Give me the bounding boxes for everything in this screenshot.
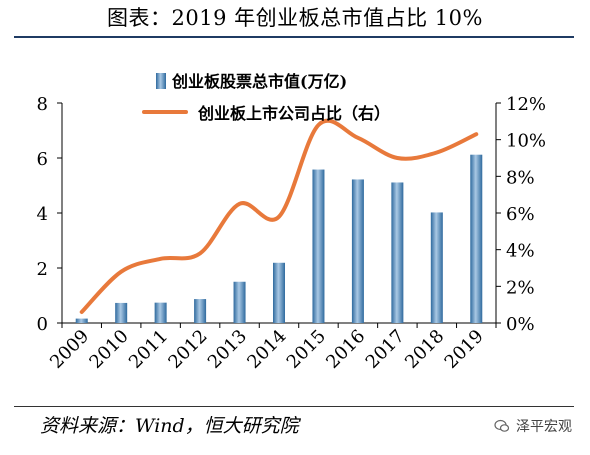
- x-tick-label: 2009: [46, 326, 93, 373]
- bar-2017: [391, 182, 404, 323]
- x-tick-label: 2019: [441, 326, 488, 373]
- x-tick-label: 2011: [125, 326, 172, 373]
- line-series: [79, 118, 479, 314]
- x-tick-label: 2018: [401, 326, 448, 373]
- y-tick-label-left: 0: [37, 314, 48, 335]
- bar-2013: [233, 281, 246, 323]
- y-tick-label-left: 4: [37, 204, 48, 225]
- title-rule: [14, 36, 574, 38]
- footer-rule: [14, 406, 574, 407]
- x-tick-label: 2016: [322, 326, 369, 373]
- x-tick-label: 2015: [283, 326, 330, 373]
- x-tick-label: 2013: [204, 326, 251, 373]
- x-tick-label: 2012: [164, 326, 211, 373]
- x-tick-label: 2017: [362, 326, 409, 373]
- y-tick-label-left: 8: [37, 94, 48, 115]
- x-tick-label: 2014: [243, 326, 290, 373]
- page-title: 图表：2019 年创业板总市值占比 10%: [107, 6, 483, 30]
- watermark-text: 泽平宏观: [516, 419, 572, 435]
- y-tick-label-right: 2%: [506, 277, 535, 298]
- y-tick-label-left: 2: [37, 259, 48, 280]
- y-tick-label-right: 12%: [506, 94, 546, 115]
- y-tick-label-right: 8%: [506, 167, 535, 188]
- bar-2016: [351, 179, 364, 323]
- bar-2015: [312, 169, 325, 323]
- legend: 创业板股票总市值(万亿) 创业板上市公司占比（右）: [142, 72, 390, 123]
- watermark: 泽平宏观: [494, 416, 572, 436]
- y-tick-label-right: 0%: [506, 314, 535, 335]
- bar-2019: [470, 154, 483, 323]
- x-tick-label: 2010: [85, 326, 132, 373]
- source-note: 资料来源：Wind，恒大研究院: [40, 415, 299, 437]
- y-tick-label-right: 10%: [506, 131, 546, 152]
- bar-2010: [115, 302, 128, 323]
- y-tick-label-right: 4%: [506, 241, 535, 262]
- legend-bar-swatch: [156, 73, 166, 89]
- wechat-icon: [494, 419, 510, 432]
- legend-label-line: 创业板上市公司占比（右）: [197, 104, 390, 123]
- bar-2012: [194, 299, 207, 323]
- bar-2011: [154, 302, 167, 323]
- legend-label-bar: 创业板股票总市值(万亿): [171, 72, 347, 91]
- y-tick-label-left: 6: [37, 149, 48, 170]
- y-tick-label-right: 6%: [506, 204, 535, 225]
- bar-2018: [430, 212, 443, 323]
- bar-2009: [75, 318, 88, 323]
- bar-2014: [273, 262, 285, 323]
